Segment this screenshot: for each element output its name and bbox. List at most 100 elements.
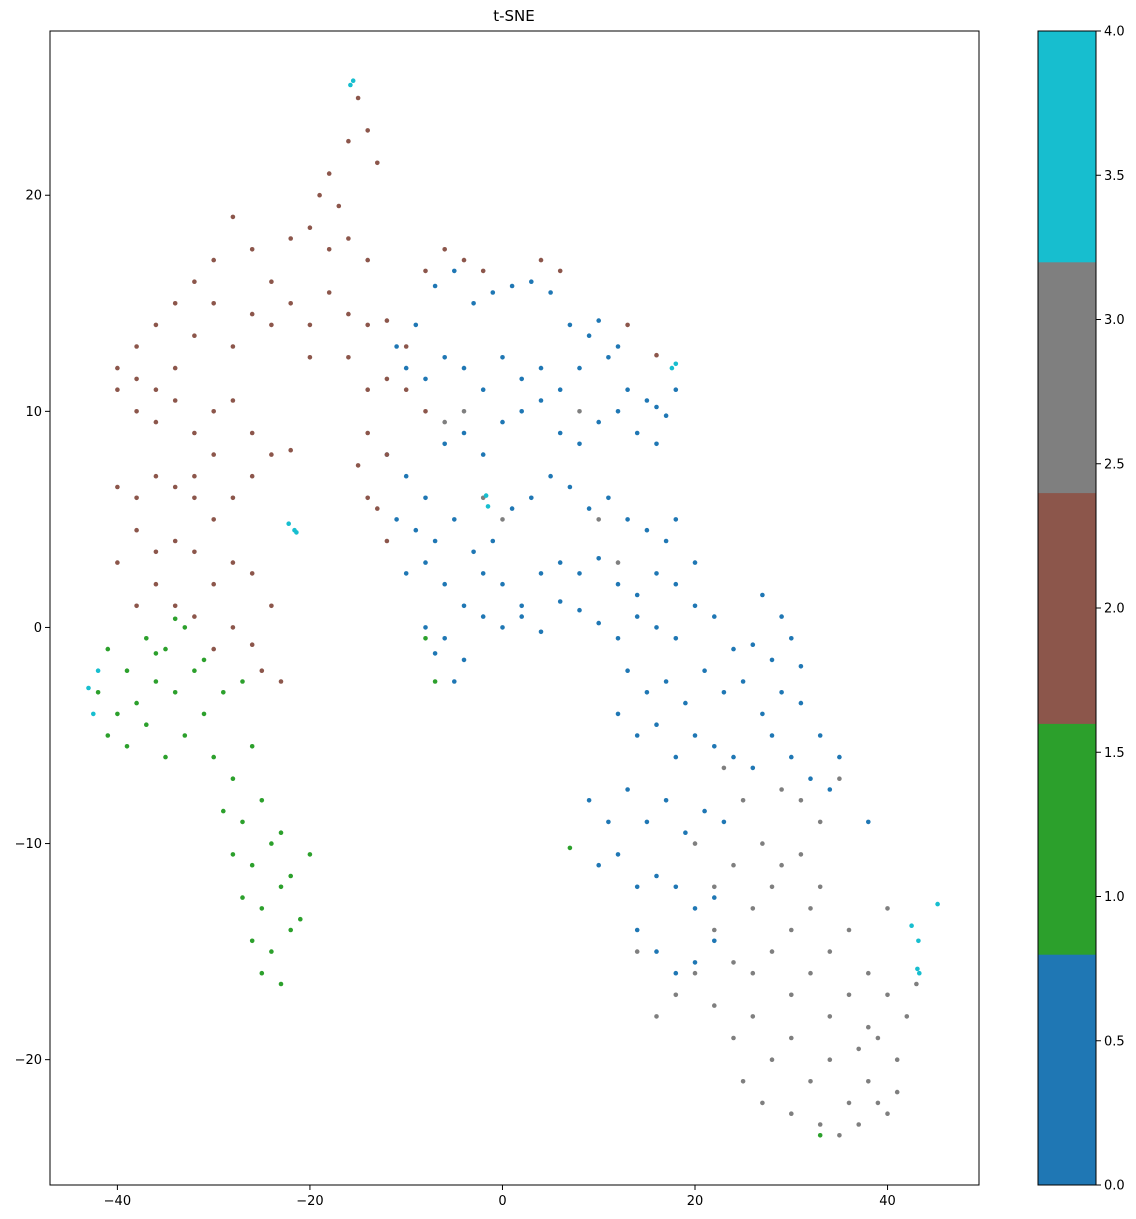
- point-class-2: [230, 625, 236, 630]
- point-class-2: [249, 571, 255, 576]
- point-class-1: [269, 841, 274, 846]
- point-class-0: [519, 376, 524, 382]
- point-class-0: [692, 906, 698, 911]
- point-class-4: [917, 970, 922, 976]
- point-class-0: [567, 322, 573, 328]
- point-class-0: [480, 452, 486, 457]
- point-class-2: [365, 430, 371, 436]
- point-class-0: [750, 765, 756, 771]
- point-class-0: [692, 603, 698, 609]
- point-class-0: [442, 636, 448, 641]
- point-class-0: [557, 430, 563, 436]
- point-class-0: [596, 419, 601, 425]
- point-class-2: [442, 247, 448, 252]
- point-class-0: [712, 614, 717, 619]
- point-class-1: [115, 711, 120, 717]
- point-class-2: [538, 257, 544, 263]
- point-class-1: [278, 830, 284, 835]
- point-class-2: [249, 430, 255, 436]
- point-class-1: [144, 722, 149, 727]
- point-class-3: [885, 992, 890, 998]
- point-class-0: [615, 711, 621, 717]
- point-class-3: [837, 1133, 842, 1138]
- point-class-0: [798, 700, 804, 706]
- colorbar-band-0: [1038, 954, 1096, 1186]
- point-class-0: [423, 376, 428, 382]
- point-class-2: [355, 95, 361, 101]
- point-class-0: [423, 625, 428, 630]
- point-class-2: [249, 642, 255, 647]
- point-class-2: [346, 236, 351, 241]
- point-class-1: [259, 798, 265, 803]
- point-class-2: [249, 473, 255, 479]
- point-class-2: [307, 322, 313, 328]
- point-class-0: [596, 862, 601, 868]
- point-class-2: [153, 473, 159, 479]
- point-class-3: [875, 1100, 881, 1106]
- point-class-2: [172, 538, 178, 544]
- point-class-2: [249, 311, 255, 317]
- point-class-2: [384, 376, 390, 382]
- point-class-1: [221, 690, 226, 695]
- point-class-2: [384, 452, 390, 457]
- point-class-3: [692, 970, 698, 976]
- point-class-2: [278, 679, 284, 684]
- point-class-0: [394, 517, 399, 522]
- point-class-0: [596, 556, 601, 561]
- point-class-0: [548, 473, 553, 479]
- point-class-2: [355, 463, 361, 468]
- point-class-0: [452, 268, 457, 274]
- point-class-0: [461, 365, 467, 371]
- point-class-2: [192, 549, 197, 555]
- point-class-4: [915, 966, 920, 972]
- point-class-0: [490, 290, 496, 295]
- x-axis: −40 −20 0 20 40: [104, 1185, 896, 1209]
- point-class-0: [625, 668, 630, 673]
- point-class-0: [471, 301, 476, 306]
- point-class-0: [538, 398, 544, 403]
- point-class-0: [634, 927, 640, 933]
- point-class-3: [846, 927, 852, 933]
- point-class-0: [452, 517, 457, 522]
- point-class-1: [307, 852, 313, 857]
- point-class-3: [634, 949, 640, 954]
- point-class-3: [866, 1024, 871, 1030]
- point-class-0: [731, 754, 736, 760]
- point-class-1: [211, 754, 216, 760]
- point-class-0: [789, 754, 794, 760]
- colorbar-band-3: [1038, 261, 1096, 494]
- point-class-2: [172, 603, 178, 609]
- point-class-0: [692, 960, 698, 965]
- point-class-0: [500, 355, 505, 360]
- point-class-3: [731, 862, 736, 868]
- colorbar-tick-label: 3.5: [1104, 169, 1125, 184]
- point-class-1: [240, 679, 245, 684]
- point-class-0: [606, 355, 611, 360]
- point-class-1: [153, 679, 159, 684]
- point-class-4: [86, 685, 91, 691]
- point-class-1: [240, 819, 245, 825]
- point-class-3: [904, 1014, 910, 1019]
- point-class-1: [124, 668, 130, 673]
- point-class-0: [461, 430, 467, 436]
- point-class-0: [538, 365, 544, 371]
- point-class-0: [615, 409, 621, 414]
- point-class-0: [432, 651, 438, 656]
- point-class-0: [837, 754, 842, 760]
- point-class-3: [442, 419, 448, 425]
- point-class-0: [673, 884, 679, 890]
- point-class-3: [750, 970, 756, 976]
- point-class-0: [779, 690, 784, 695]
- point-class-0: [634, 430, 640, 436]
- colorbar-band-1: [1038, 723, 1096, 955]
- point-class-0: [654, 722, 659, 727]
- y-axis: −20 −10 0 10 20: [15, 189, 50, 1068]
- point-class-2: [461, 257, 467, 263]
- point-class-0: [500, 581, 505, 587]
- point-class-2: [423, 268, 428, 274]
- point-class-2: [192, 495, 197, 501]
- point-class-3: [856, 1046, 861, 1052]
- point-class-1: [201, 711, 207, 717]
- point-class-3: [740, 798, 746, 803]
- point-class-0: [673, 754, 679, 760]
